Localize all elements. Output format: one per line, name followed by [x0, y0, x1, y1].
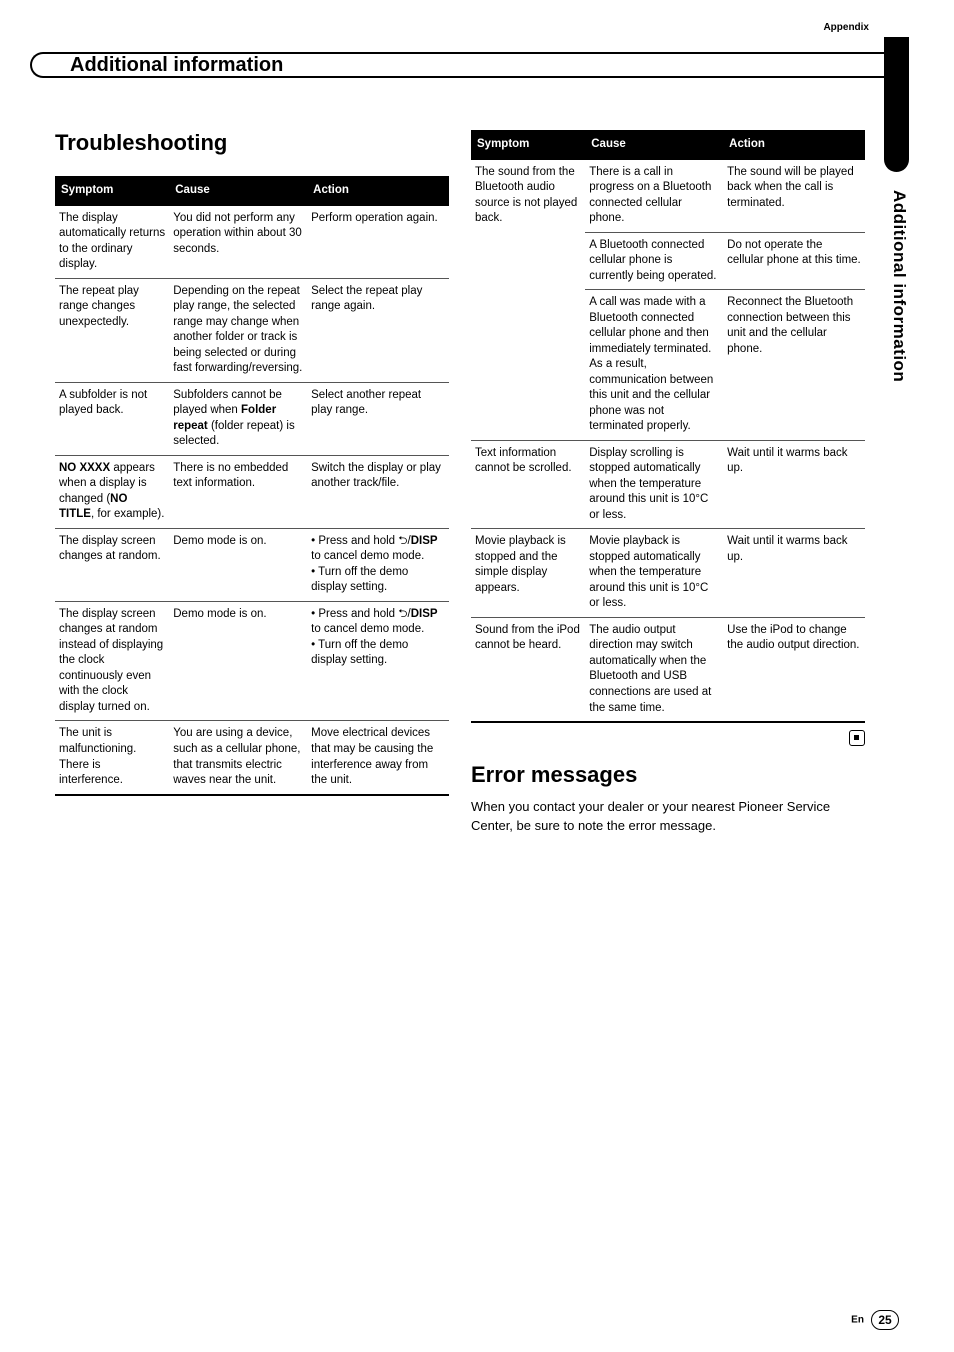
table-cell-symptom: The unit is malfunctioning. There is int…	[55, 721, 169, 795]
table-cell-action: Wait until it warms back up.	[723, 440, 865, 529]
page-number: 25	[871, 1310, 899, 1330]
table-cell-action: Wait until it warms back up.	[723, 529, 865, 618]
table-cell-cause: There is no embedded text information.	[169, 455, 307, 528]
table-cell-action: Use the iPod to change the audio output …	[723, 617, 865, 722]
table-cell-symptom: The display screen changes at random.	[55, 528, 169, 601]
table-cell-action: Reconnect the Bluetooth connection betwe…	[723, 290, 865, 441]
table-cell-action: • Press and hold ⮌/DISP to cancel demo m…	[307, 528, 449, 601]
content-columns: Troubleshooting Symptom Cause Action The…	[55, 130, 869, 1292]
table-cell-symptom: Text information cannot be scrolled.	[471, 440, 585, 529]
table-cell-symptom: Sound from the iPod cannot be heard.	[471, 617, 585, 722]
right-column: Symptom Cause Action The sound from the …	[471, 130, 865, 1292]
table-cell-cause: Demo mode is on.	[169, 601, 307, 721]
table-cell-action: Select another repeat play range.	[307, 382, 449, 455]
table-cell-symptom: The sound from the Bluetooth audio sourc…	[471, 159, 585, 441]
stop-icon	[849, 730, 865, 746]
table-cell-cause: A call was made with a Bluetooth connect…	[585, 290, 723, 441]
table-cell-action: • Press and hold ⮌/DISP to cancel demo m…	[307, 601, 449, 721]
table-cell-cause: You did not perform any operation within…	[169, 205, 307, 279]
table-cell-symptom: Movie playback is stopped and the simple…	[471, 529, 585, 618]
table-row: NO XXXX appears when a display is change…	[55, 455, 449, 528]
table-row: A subfolder is not played back.Subfolder…	[55, 382, 449, 455]
header-title: Additional information	[70, 54, 283, 77]
table-cell-action: Perform operation again.	[307, 205, 449, 279]
error-messages-paragraph: When you contact your dealer or your nea…	[471, 798, 865, 836]
table-cell-cause: The audio output direction may switch au…	[585, 617, 723, 722]
page-footer: En 25	[851, 1310, 899, 1330]
table-cell-cause: You are using a device, such as a cellul…	[169, 721, 307, 795]
troubleshooting-heading: Troubleshooting	[55, 130, 449, 156]
table-cell-cause: Display scrolling is stopped automatical…	[585, 440, 723, 529]
th-action: Action	[723, 131, 865, 159]
table-cell-symptom: A subfolder is not played back.	[55, 382, 169, 455]
th-symptom: Symptom	[55, 177, 169, 205]
table-cell-action: Move electrical devices that may be caus…	[307, 721, 449, 795]
appendix-label: Appendix	[823, 22, 869, 33]
table-row: The repeat play range changes unexpected…	[55, 278, 449, 382]
table-cell-action: Select the repeat play range again.	[307, 278, 449, 382]
th-cause: Cause	[585, 131, 723, 159]
table-cell-cause: Depending on the repeat play range, the …	[169, 278, 307, 382]
table-row: The display automatically returns to the…	[55, 205, 449, 279]
table-row: The unit is malfunctioning. There is int…	[55, 721, 449, 795]
side-tab	[884, 37, 909, 172]
language-label: En	[851, 1315, 864, 1326]
table-cell-action: The sound will be played back when the c…	[723, 159, 865, 233]
table-cell-symptom: NO XXXX appears when a display is change…	[55, 455, 169, 528]
th-action: Action	[307, 177, 449, 205]
th-cause: Cause	[169, 177, 307, 205]
vertical-section-title: Additional information	[884, 190, 909, 382]
table-row: The display screen changes at random ins…	[55, 601, 449, 721]
section-end-marker-row	[471, 729, 865, 747]
table-row: The display screen changes at random.Dem…	[55, 528, 449, 601]
table-cell-cause: There is a call in progress on a Bluetoo…	[585, 159, 723, 233]
table-row: Text information cannot be scrolled.Disp…	[471, 440, 865, 529]
header-lens-shape	[30, 52, 64, 78]
table-row: Movie playback is stopped and the simple…	[471, 529, 865, 618]
table-cell-symptom: The repeat play range changes unexpected…	[55, 278, 169, 382]
table-row: The sound from the Bluetooth audio sourc…	[471, 159, 865, 233]
table-cell-cause: Demo mode is on.	[169, 528, 307, 601]
table-cell-action: Do not operate the cellular phone at thi…	[723, 232, 865, 290]
table-cell-cause: Subfolders cannot be played when Folder …	[169, 382, 307, 455]
troubleshooting-table-left: Symptom Cause Action The display automat…	[55, 176, 449, 796]
left-column: Troubleshooting Symptom Cause Action The…	[55, 130, 449, 1292]
th-symptom: Symptom	[471, 131, 585, 159]
table-row: Sound from the iPod cannot be heard.The …	[471, 617, 865, 722]
table-cell-cause: Movie playback is stopped automatically …	[585, 529, 723, 618]
table-cell-cause: A Bluetooth connected cellular phone is …	[585, 232, 723, 290]
troubleshooting-table-right: Symptom Cause Action The sound from the …	[471, 130, 865, 723]
table-cell-symptom: The display screen changes at random ins…	[55, 601, 169, 721]
table-cell-action: Switch the display or play another track…	[307, 455, 449, 528]
error-messages-heading: Error messages	[471, 762, 865, 788]
table-cell-symptom: The display automatically returns to the…	[55, 205, 169, 279]
